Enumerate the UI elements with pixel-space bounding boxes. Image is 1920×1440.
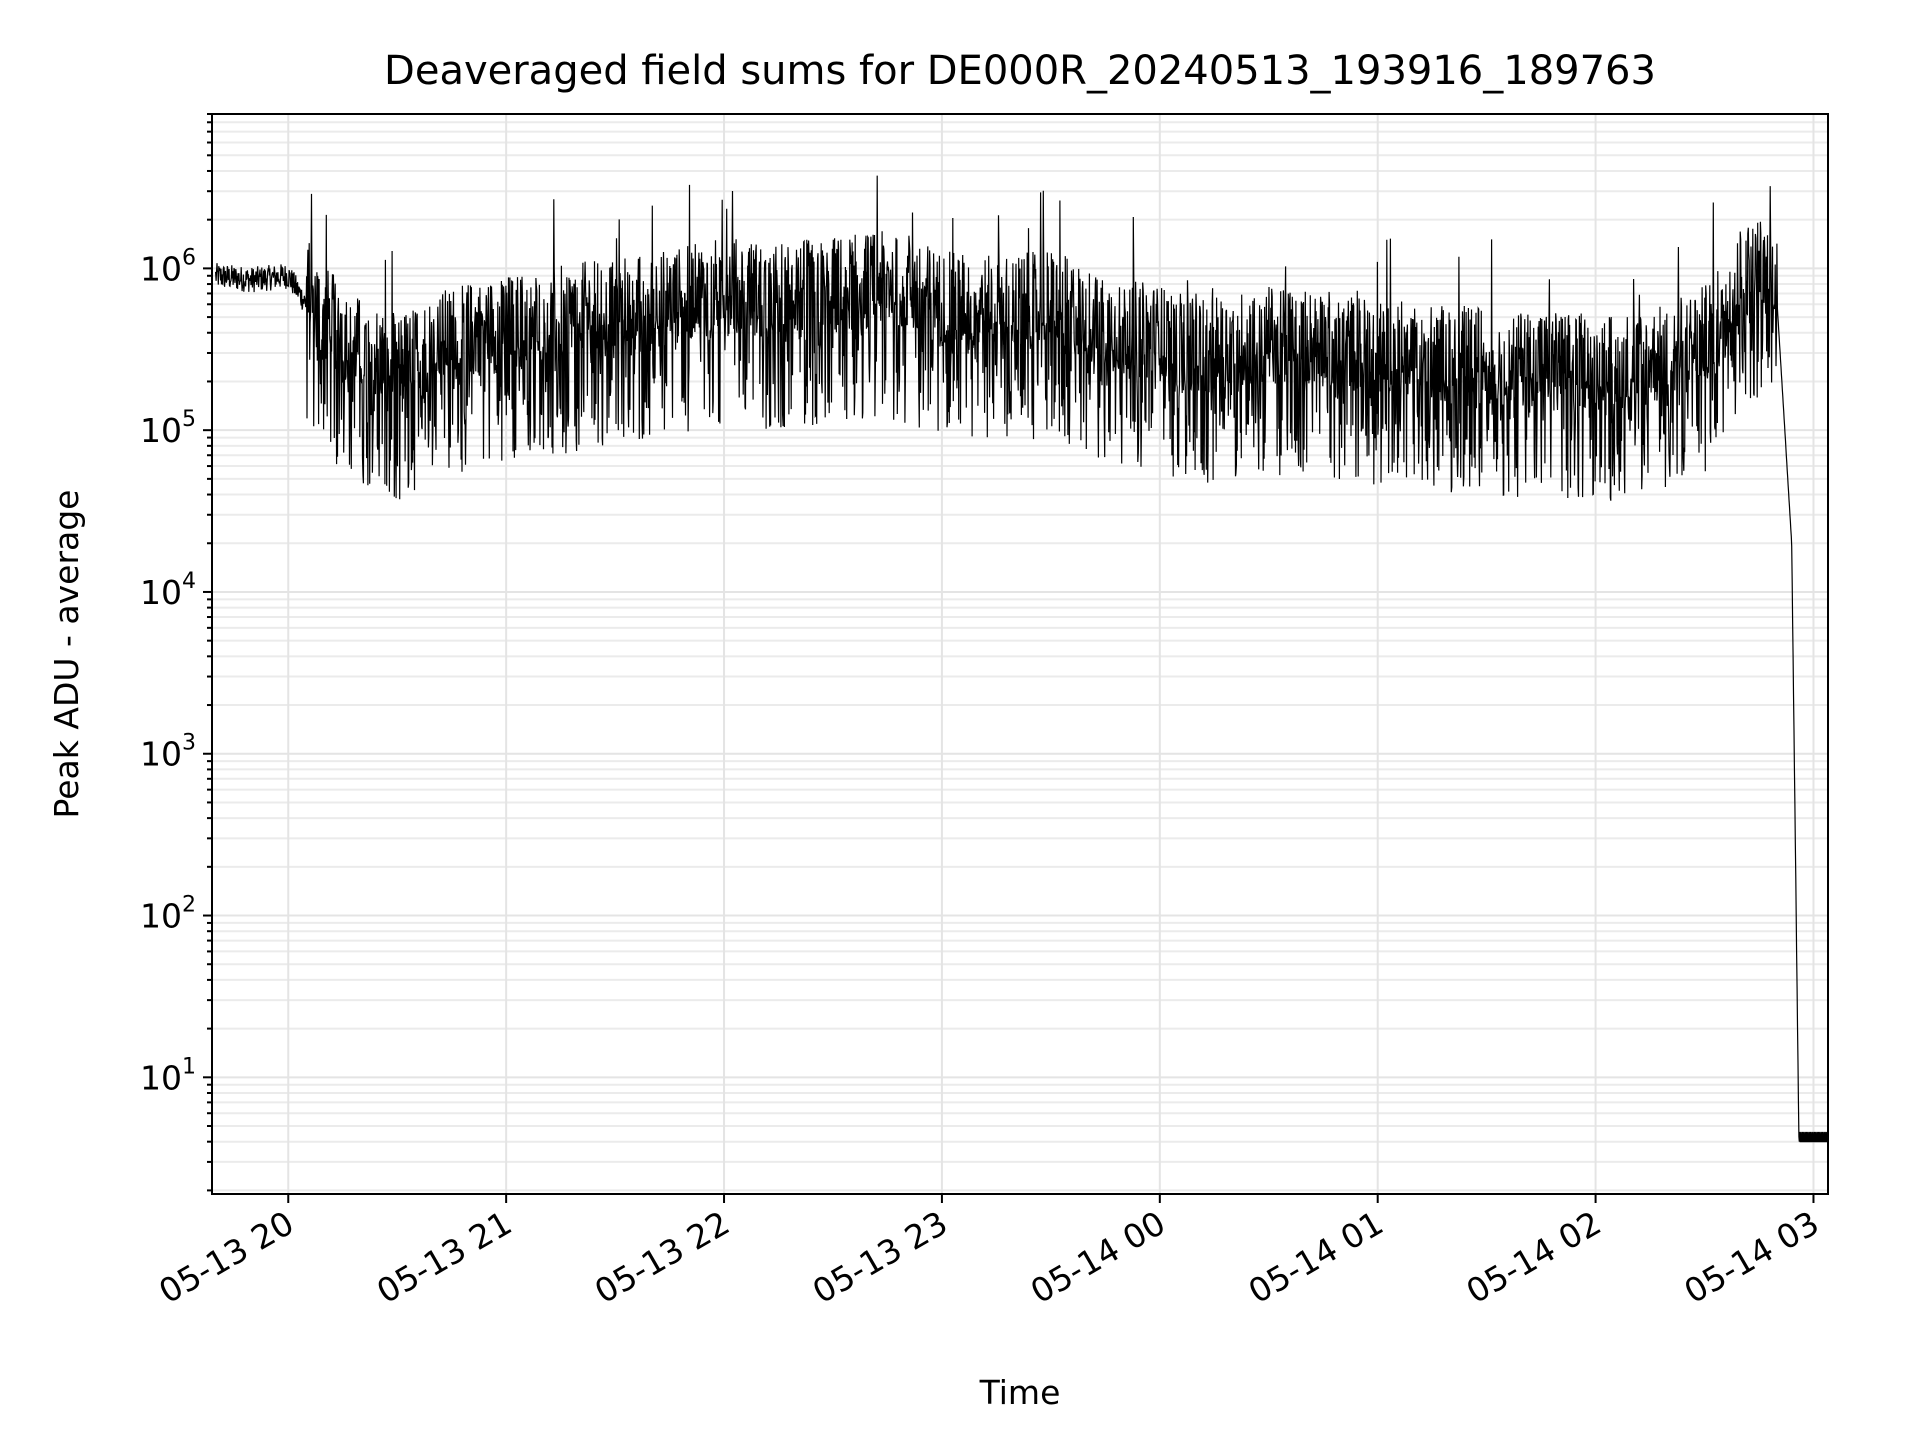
y-tick-label: 104 [140,569,196,612]
y-tick-label: 105 [140,407,196,450]
x-tick-label: 05-14 00 [1024,1203,1172,1311]
plot-frame [211,113,1829,1195]
x-tick-label: 05-14 01 [1242,1203,1390,1311]
y-tick-label: 106 [140,245,196,288]
x-tick-label: 05-14 02 [1460,1203,1608,1311]
grid [212,113,1828,1194]
y-tick-label: 103 [140,731,196,774]
x-tick-label: 05-13 20 [152,1203,300,1311]
chart-title: Deaveraged field sums for DE000R_2024051… [384,48,1656,94]
x-tick-label: 05-13 21 [370,1203,518,1311]
x-tick-label: 05-13 23 [806,1203,954,1311]
x-axis-label: Time [979,1373,1061,1412]
x-tick-label: 05-13 22 [588,1203,736,1311]
y-tick-label: 101 [140,1054,196,1097]
data-series [215,175,1829,1143]
series-line [215,175,1829,1143]
y-tick-label: 102 [140,893,196,936]
y-axis-label: Peak ADU - average [47,490,86,819]
x-tick-label: 05-14 03 [1677,1203,1825,1311]
